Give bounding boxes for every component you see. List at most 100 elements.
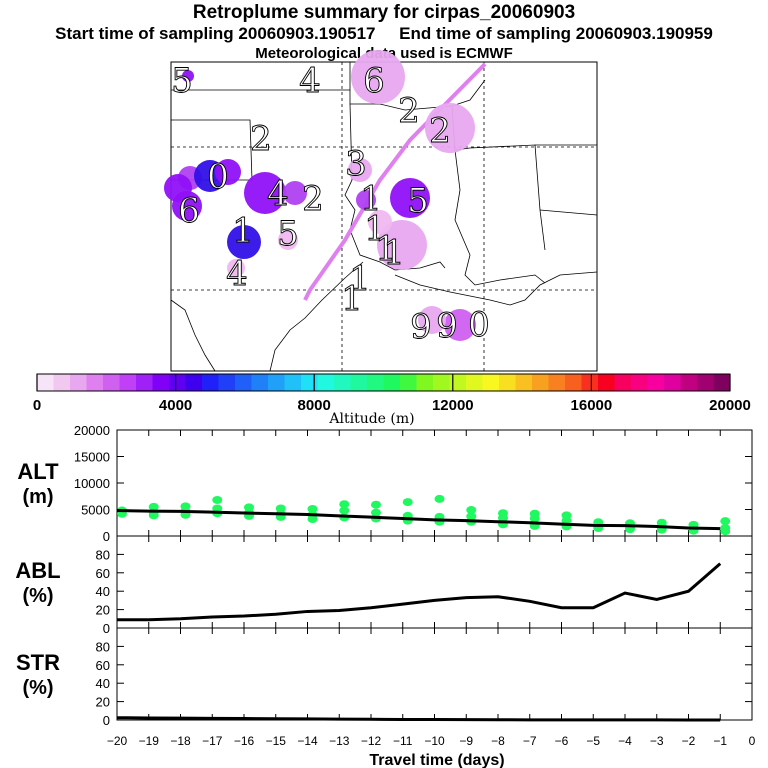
colorbar-swatch: [268, 374, 285, 391]
x-tick-label: −18: [170, 734, 191, 748]
colorbar-swatch: [400, 374, 417, 391]
start-time-label: Start time of sampling 20060903.190517: [55, 24, 376, 43]
altitude-point: [339, 506, 350, 515]
plume-blob: [444, 309, 476, 341]
colorbar-swatch: [70, 374, 87, 391]
panel-label: ALT: [17, 459, 59, 484]
colorbar-swatch: [697, 374, 714, 391]
series-line-str: [116, 716, 721, 722]
colorbar-swatch: [185, 374, 203, 391]
altitude-point: [371, 508, 381, 517]
flight-track: [303, 62, 487, 301]
plume-blob: [283, 181, 307, 205]
plume-day-label: 1: [360, 179, 382, 219]
plume-blob: [425, 103, 475, 153]
colorbar-swatch: [647, 374, 665, 391]
altitude-point: [466, 506, 477, 515]
x-axis-label: Travel time (days): [369, 752, 504, 768]
altitude-point: [498, 513, 508, 522]
colorbar-swatch: [614, 374, 632, 391]
colorbar-swatch: [598, 374, 615, 391]
colorbar-swatch: [86, 374, 104, 391]
y-tick-label: 80: [96, 547, 110, 562]
altitude-colorbar: 0 4000 8000 12000 16000 20000: [33, 373, 751, 414]
colorbar-tick-label: 20000: [709, 397, 751, 414]
panel-frame: [116, 535, 753, 629]
colorbar-swatch: [664, 374, 681, 391]
panel-abl: 0 20 40 60 80 ABL(%): [15, 535, 753, 636]
plume-blob: [368, 210, 392, 234]
plume-day-label: 1: [349, 259, 371, 299]
plume-day-label: 5: [171, 61, 193, 101]
colorbar-swatch: [499, 374, 516, 391]
x-tick-label: −6: [555, 734, 569, 748]
plume-blob: [244, 172, 286, 214]
plume-day-label: 2: [429, 111, 451, 151]
x-tick-label: −4: [618, 734, 632, 748]
colorbar-tick-label: 4000: [159, 397, 192, 414]
x-tick-label: −11: [393, 734, 413, 748]
colorbar-swatch: [383, 374, 401, 391]
x-tick-label: −2: [682, 734, 696, 748]
series-line-abl: [117, 562, 722, 622]
altitude-point: [402, 498, 413, 507]
panel-unit: (m): [22, 486, 53, 508]
x-tick-label: −12: [361, 734, 382, 748]
plume-blob: [390, 178, 430, 218]
altitude-point: [371, 500, 381, 509]
x-tick-label: −1: [713, 734, 727, 748]
plume-day-label: 4: [299, 61, 321, 101]
plume-blob: [348, 158, 372, 182]
y-tick-label: 0: [103, 529, 110, 544]
colorbar-swatch: [53, 374, 71, 391]
colorbar-label: Altitude (m): [328, 411, 414, 427]
plume-blob: [356, 190, 376, 210]
y-tick-label: 5000: [81, 503, 110, 518]
x-tick-label: −19: [139, 734, 160, 748]
series-line-alt: [116, 509, 721, 531]
colorbar-tick-label: 0: [33, 397, 41, 414]
plume-blob: [418, 306, 446, 334]
colorbar-swatch: [466, 374, 483, 391]
plume-day-label: 0: [207, 157, 229, 197]
y-tick-label: 60: [96, 658, 110, 673]
y-tick-label: 20: [96, 603, 110, 618]
colorbar-swatch: [631, 374, 648, 391]
colorbar-swatch: [581, 374, 599, 391]
colorbar-swatch: [284, 374, 302, 391]
panel-alt: 0 5000 10000 15000 20000 ALT(m): [17, 423, 753, 544]
plume-blob: [172, 191, 202, 221]
plume-day-label: 9: [410, 307, 432, 347]
x-tick-label: −17: [202, 734, 223, 748]
map-boundaries: [170, 62, 598, 372]
colorbar-swatch: [251, 374, 269, 391]
x-tick-label: −16: [234, 734, 255, 748]
plume-day-label: 5: [407, 181, 429, 221]
x-tick-label: −13: [329, 734, 350, 748]
colorbar-swatch: [548, 374, 566, 391]
end-time-label: End time of sampling 20060903.190959: [399, 24, 713, 43]
x-tick-label: −20: [107, 734, 128, 748]
colorbar-swatch: [713, 374, 731, 391]
plume-day-label: 5: [277, 214, 299, 254]
colorbar-swatch: [301, 374, 318, 391]
plume-day-label: 1: [375, 229, 397, 269]
plume-day-label: 1: [341, 279, 363, 319]
plume-day-label: 2: [250, 119, 272, 159]
colorbar-swatch: [218, 374, 236, 391]
colorbar-swatch: [103, 374, 120, 391]
colorbar-swatch: [119, 374, 137, 391]
x-tick-label: −7: [523, 734, 537, 748]
time-series-panels: 05000100001500020000ALT(m)020406080ABL(%…: [15, 423, 753, 728]
colorbar-swatch: [565, 374, 582, 391]
y-tick-label: 20000: [74, 423, 110, 438]
colorbar-swatch: [515, 374, 533, 391]
altitude-point: [307, 515, 318, 524]
y-tick-label: 10000: [74, 476, 110, 491]
altitude-point: [720, 527, 731, 536]
colorbar-swatch: [482, 374, 500, 391]
colorbar-tick-label: 12000: [432, 397, 474, 414]
colorbar-swatch: [334, 374, 351, 391]
